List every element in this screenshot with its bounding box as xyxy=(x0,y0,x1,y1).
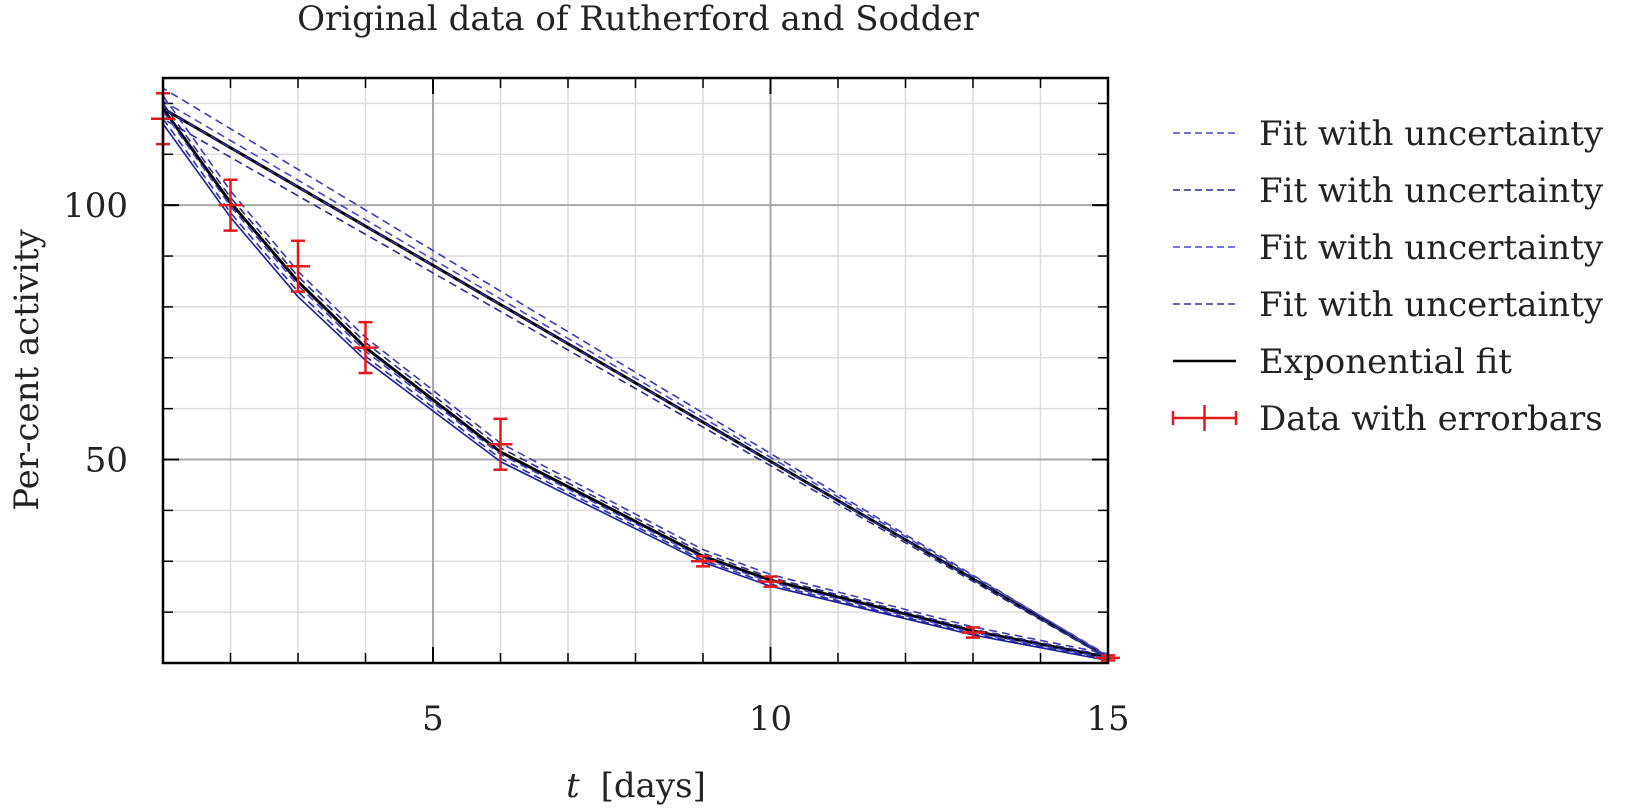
plot-frame xyxy=(161,76,1110,665)
x-axis-variable: t xyxy=(566,766,580,806)
y-tick-label: 50 xyxy=(85,441,128,481)
legend: Fit with uncertainty Fit with uncertainty… xyxy=(1171,114,1604,439)
y-tick-labels: 50 100 xyxy=(63,186,128,480)
x-tick-labels: 5 10 15 xyxy=(422,699,1129,739)
series-line-0 xyxy=(161,107,1110,659)
legend-label: Exponential fit xyxy=(1259,342,1512,382)
x-axis-unit: [days] xyxy=(601,766,706,806)
minor-grid xyxy=(163,78,1108,663)
x-tick-label: 10 xyxy=(749,699,792,739)
y-axis-label: Per-cent activity xyxy=(7,228,47,510)
x-axis-label: t [days] xyxy=(566,766,706,806)
legend-label: Fit with uncertainty xyxy=(1259,171,1604,211)
legend-label: Data with errorbars xyxy=(1259,399,1603,439)
x-tick-label: 15 xyxy=(1086,699,1129,739)
legend-label: Fit with uncertainty xyxy=(1259,114,1604,154)
x-tick-label: 5 xyxy=(422,699,444,739)
legend-label: Fit with uncertainty xyxy=(1259,228,1604,268)
chart-title: Original data of Rutherford and Sodder xyxy=(297,0,980,39)
legend-label: Fit with uncertainty xyxy=(1259,285,1604,325)
y-tick-label: 100 xyxy=(63,186,128,226)
